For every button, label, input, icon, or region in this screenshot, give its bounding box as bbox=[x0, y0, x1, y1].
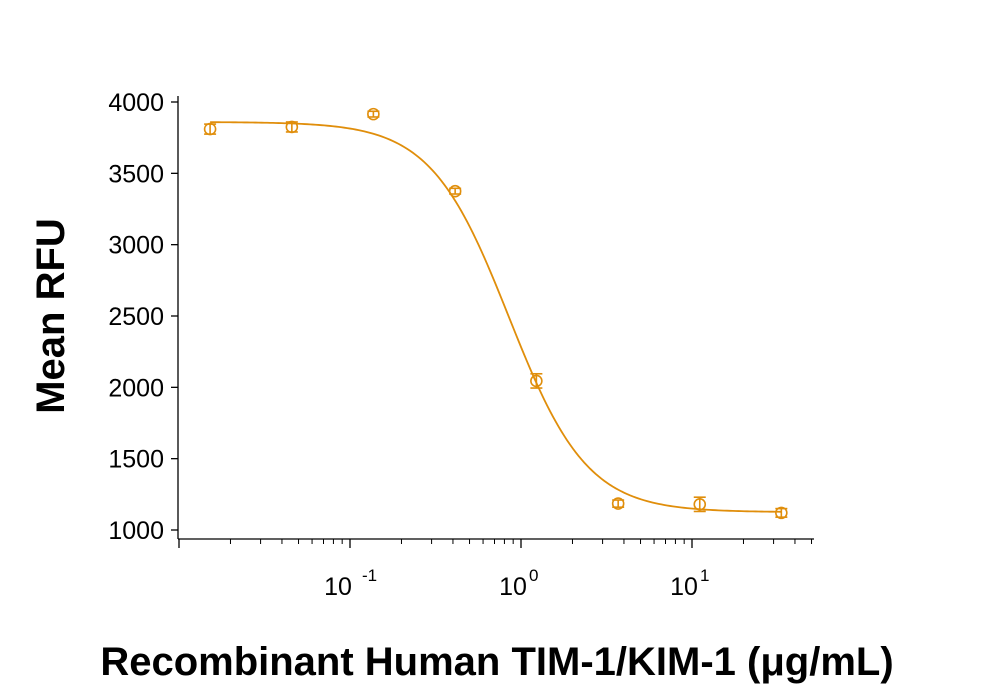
axes bbox=[177, 96, 814, 540]
y-tick-label: 4000 bbox=[108, 89, 164, 117]
x-axis-title: Recombinant Human TIM-1/KIM-1 (μg/mL) bbox=[100, 640, 893, 684]
x-tick-label: 10 -1 bbox=[324, 566, 377, 601]
x-tick-base: 10 bbox=[499, 573, 527, 601]
data-point bbox=[285, 120, 299, 134]
point-marker bbox=[775, 506, 788, 520]
data-point bbox=[611, 497, 625, 510]
point-marker bbox=[285, 120, 299, 134]
data-point bbox=[693, 496, 707, 513]
fit-curve-layer bbox=[210, 121, 782, 513]
x-tick-label: 10 0 bbox=[499, 566, 538, 601]
x-axis-ticks: 10 -1 10 0 10 1 bbox=[178, 539, 813, 601]
data-point bbox=[367, 107, 380, 121]
x-tick-label: 10 1 bbox=[670, 566, 709, 601]
point-marker bbox=[693, 498, 707, 511]
y-tick-label: 1500 bbox=[108, 446, 164, 474]
y-axis-ticks: 1000 1500 2000 2500 3000 3500 4000 bbox=[108, 89, 178, 545]
point-marker bbox=[448, 184, 462, 198]
y-tick-label: 3500 bbox=[108, 160, 164, 188]
x-tick-exponent: 1 bbox=[700, 566, 709, 585]
point-marker bbox=[530, 374, 543, 388]
y-tick-label: 1000 bbox=[108, 517, 164, 545]
point-marker bbox=[611, 497, 625, 510]
data-point bbox=[203, 122, 217, 136]
y-axis-title: Mean RFU bbox=[29, 218, 73, 414]
point-marker bbox=[367, 107, 380, 121]
y-tick-label: 2000 bbox=[108, 374, 164, 402]
data-points bbox=[203, 107, 788, 520]
x-tick-base: 10 bbox=[324, 573, 352, 601]
y-tick-label: 3000 bbox=[108, 232, 164, 260]
data-point bbox=[448, 184, 462, 198]
data-point bbox=[775, 506, 788, 520]
x-tick-base: 10 bbox=[670, 573, 698, 601]
point-marker bbox=[203, 122, 217, 136]
y-tick-label: 2500 bbox=[108, 303, 164, 331]
x-tick-exponent: -1 bbox=[362, 566, 377, 585]
fit-curve bbox=[210, 121, 782, 513]
x-tick-exponent: 0 bbox=[529, 566, 538, 585]
data-point bbox=[530, 372, 543, 389]
